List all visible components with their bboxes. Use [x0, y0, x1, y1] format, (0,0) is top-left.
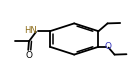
- Text: O: O: [104, 42, 111, 51]
- Text: O: O: [25, 51, 32, 60]
- Text: HN: HN: [24, 26, 37, 35]
